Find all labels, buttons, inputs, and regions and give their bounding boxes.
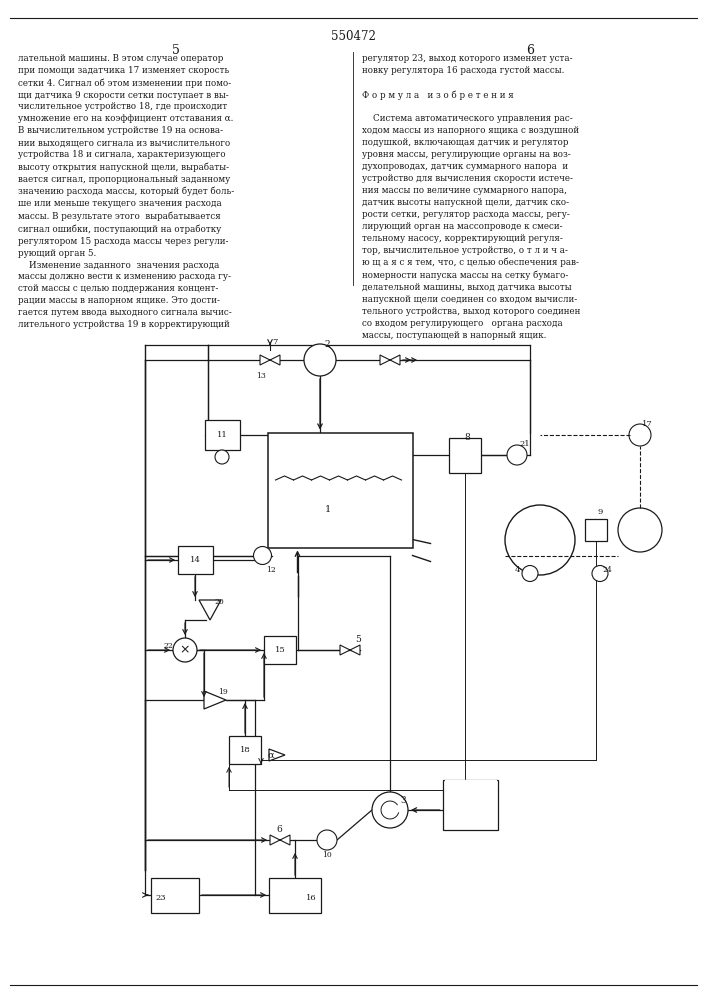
Text: α: α <box>267 750 274 760</box>
Bar <box>229 736 261 764</box>
Circle shape <box>254 546 271 564</box>
Polygon shape <box>260 355 280 365</box>
Text: 22: 22 <box>163 642 173 650</box>
Circle shape <box>618 508 662 552</box>
Circle shape <box>215 450 229 464</box>
Polygon shape <box>204 691 226 709</box>
Text: 6: 6 <box>276 825 282 834</box>
Circle shape <box>304 344 336 376</box>
Text: 6: 6 <box>526 44 534 57</box>
Text: 12: 12 <box>267 566 276 574</box>
Bar <box>151 878 199 912</box>
Text: 14: 14 <box>189 556 201 564</box>
Bar <box>177 546 213 574</box>
Circle shape <box>372 792 408 828</box>
Text: ×: × <box>180 644 190 656</box>
Text: регулятор 23, выход которого изменяет уста-
новку регулятора 16 расхода густой м: регулятор 23, выход которого изменяет ус… <box>362 54 580 340</box>
Text: 2: 2 <box>324 340 329 349</box>
Text: 17: 17 <box>642 420 653 428</box>
Text: 8: 8 <box>464 433 470 442</box>
Bar <box>269 878 321 912</box>
Text: 20: 20 <box>214 598 223 606</box>
Text: 16: 16 <box>305 894 316 902</box>
Circle shape <box>317 830 337 850</box>
Text: 7: 7 <box>272 338 277 346</box>
Polygon shape <box>199 600 221 620</box>
Text: 10: 10 <box>322 851 332 859</box>
Text: 5: 5 <box>355 635 361 644</box>
Text: 9: 9 <box>598 508 603 516</box>
Circle shape <box>173 638 197 662</box>
Bar <box>449 438 481 473</box>
Text: 550472: 550472 <box>331 30 375 43</box>
Polygon shape <box>340 645 360 655</box>
Bar <box>204 420 240 450</box>
Text: 23: 23 <box>156 894 166 902</box>
Text: 3: 3 <box>400 796 406 805</box>
Text: 13: 13 <box>256 372 266 380</box>
Text: лательной машины. В этом случае оператор
при помощи задатчика 17 изменяет скорос: лательной машины. В этом случае оператор… <box>18 54 234 329</box>
Text: 15: 15 <box>274 646 286 654</box>
Text: 21: 21 <box>519 440 530 448</box>
Text: 1: 1 <box>325 505 331 514</box>
Text: 4: 4 <box>515 566 520 574</box>
Bar <box>264 636 296 664</box>
Text: 5: 5 <box>172 44 180 57</box>
Text: 19: 19 <box>218 688 228 696</box>
Circle shape <box>629 424 651 446</box>
Text: 24: 24 <box>602 566 612 574</box>
Bar <box>267 432 412 548</box>
Polygon shape <box>445 780 496 788</box>
Circle shape <box>507 445 527 465</box>
Text: 18: 18 <box>240 746 250 754</box>
Bar <box>585 519 607 541</box>
Polygon shape <box>269 749 285 761</box>
Bar <box>443 780 498 830</box>
Circle shape <box>592 566 608 582</box>
Polygon shape <box>380 355 400 365</box>
Circle shape <box>505 505 575 575</box>
Circle shape <box>522 566 538 582</box>
Polygon shape <box>270 835 290 845</box>
Text: 11: 11 <box>216 431 228 439</box>
